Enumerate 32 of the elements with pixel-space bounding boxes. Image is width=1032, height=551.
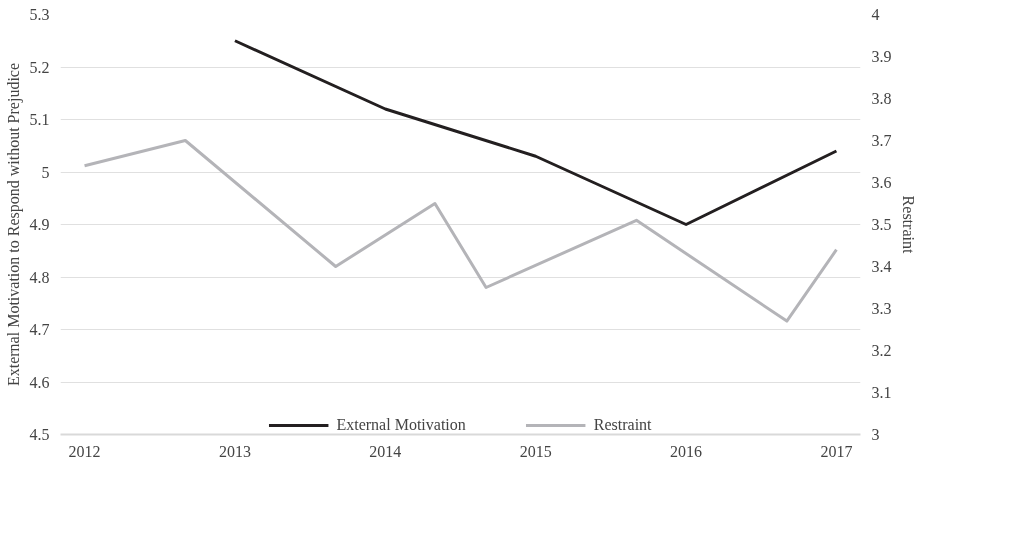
legend-label: Restraint	[593, 416, 652, 434]
y2-tick-label: 3.3	[871, 300, 892, 317]
y-tick-label: 5.3	[29, 6, 50, 23]
x-tick-label: 2014	[369, 442, 402, 460]
y-tick-label: 5.1	[29, 111, 50, 128]
y2-axis-title: Restraint	[899, 195, 917, 254]
y2-tick-label: 3.6	[871, 174, 892, 191]
x-tick-label: 2015	[519, 442, 552, 460]
y2-tick-label: 4	[871, 6, 880, 23]
x-tick-label: 2012	[68, 442, 101, 460]
y-tick-label: 4.8	[29, 268, 50, 286]
line-series	[233, 39, 838, 226]
y-tick-label: 4.5	[29, 426, 50, 443]
y-tick-label: 4.6	[29, 373, 50, 391]
y-tick-label: 4.7	[29, 321, 50, 338]
x-tick-label: 2016	[670, 442, 703, 460]
y2-tick-label: 3.1	[871, 384, 892, 401]
x-tick-label: 2017	[820, 442, 853, 460]
legend-label: External Motivation	[336, 416, 466, 434]
y-tick-label: 5.2	[29, 58, 50, 76]
line-series	[83, 139, 838, 323]
y2-tick-label: 3.2	[871, 342, 892, 359]
y-axis-title: External Motivation to Respond without Prejudice	[4, 62, 23, 387]
y-tick-label: 5	[41, 163, 50, 181]
y2-tick-label: 3	[871, 426, 880, 443]
y-tick-label: 4.9	[29, 216, 50, 233]
y2-tick-label: 3.8	[871, 90, 892, 107]
y2-tick-label: 3.5	[871, 216, 892, 233]
y2-tick-label: 3.7	[871, 132, 892, 149]
y2-tick-label: 3.9	[871, 48, 892, 65]
x-tick-label: 2013	[218, 442, 251, 460]
y2-tick-label: 3.4	[871, 258, 892, 275]
